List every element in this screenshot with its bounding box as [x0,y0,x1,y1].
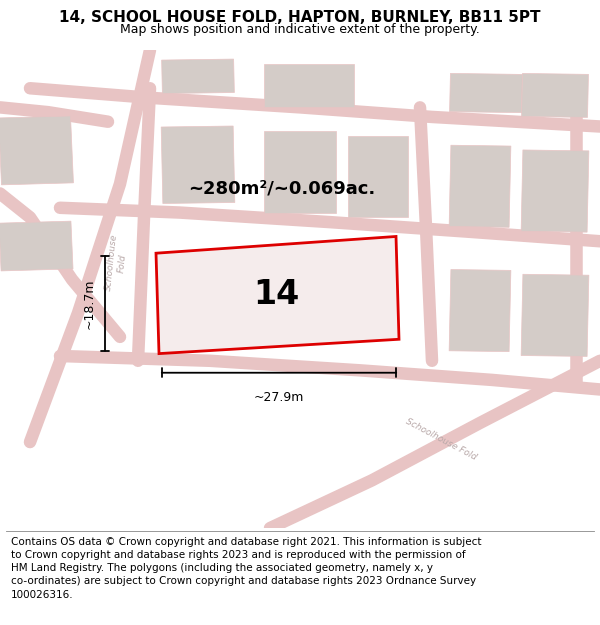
Text: ~18.7m: ~18.7m [83,278,96,329]
Polygon shape [264,64,354,108]
Polygon shape [521,150,589,232]
Polygon shape [521,274,589,356]
Polygon shape [264,131,336,212]
Text: 14: 14 [253,278,299,311]
Text: Schoolhouse
Fold: Schoolhouse Fold [104,233,130,292]
Polygon shape [161,126,235,204]
Polygon shape [348,136,408,218]
Text: ~27.9m: ~27.9m [254,391,304,404]
Polygon shape [156,236,399,354]
Polygon shape [161,59,235,94]
Polygon shape [449,269,511,352]
Text: Schoolhouse Fold: Schoolhouse Fold [404,417,478,462]
Polygon shape [521,74,589,118]
Text: 14, SCHOOL HOUSE FOLD, HAPTON, BURNLEY, BB11 5PT: 14, SCHOOL HOUSE FOLD, HAPTON, BURNLEY, … [59,10,541,25]
Polygon shape [0,221,73,271]
Text: Map shows position and indicative extent of the property.: Map shows position and indicative extent… [120,23,480,36]
Text: ~280m²/~0.069ac.: ~280m²/~0.069ac. [188,179,376,198]
Text: Contains OS data © Crown copyright and database right 2021. This information is : Contains OS data © Crown copyright and d… [11,537,481,599]
Polygon shape [449,145,511,228]
Polygon shape [449,73,523,112]
Polygon shape [0,116,73,185]
